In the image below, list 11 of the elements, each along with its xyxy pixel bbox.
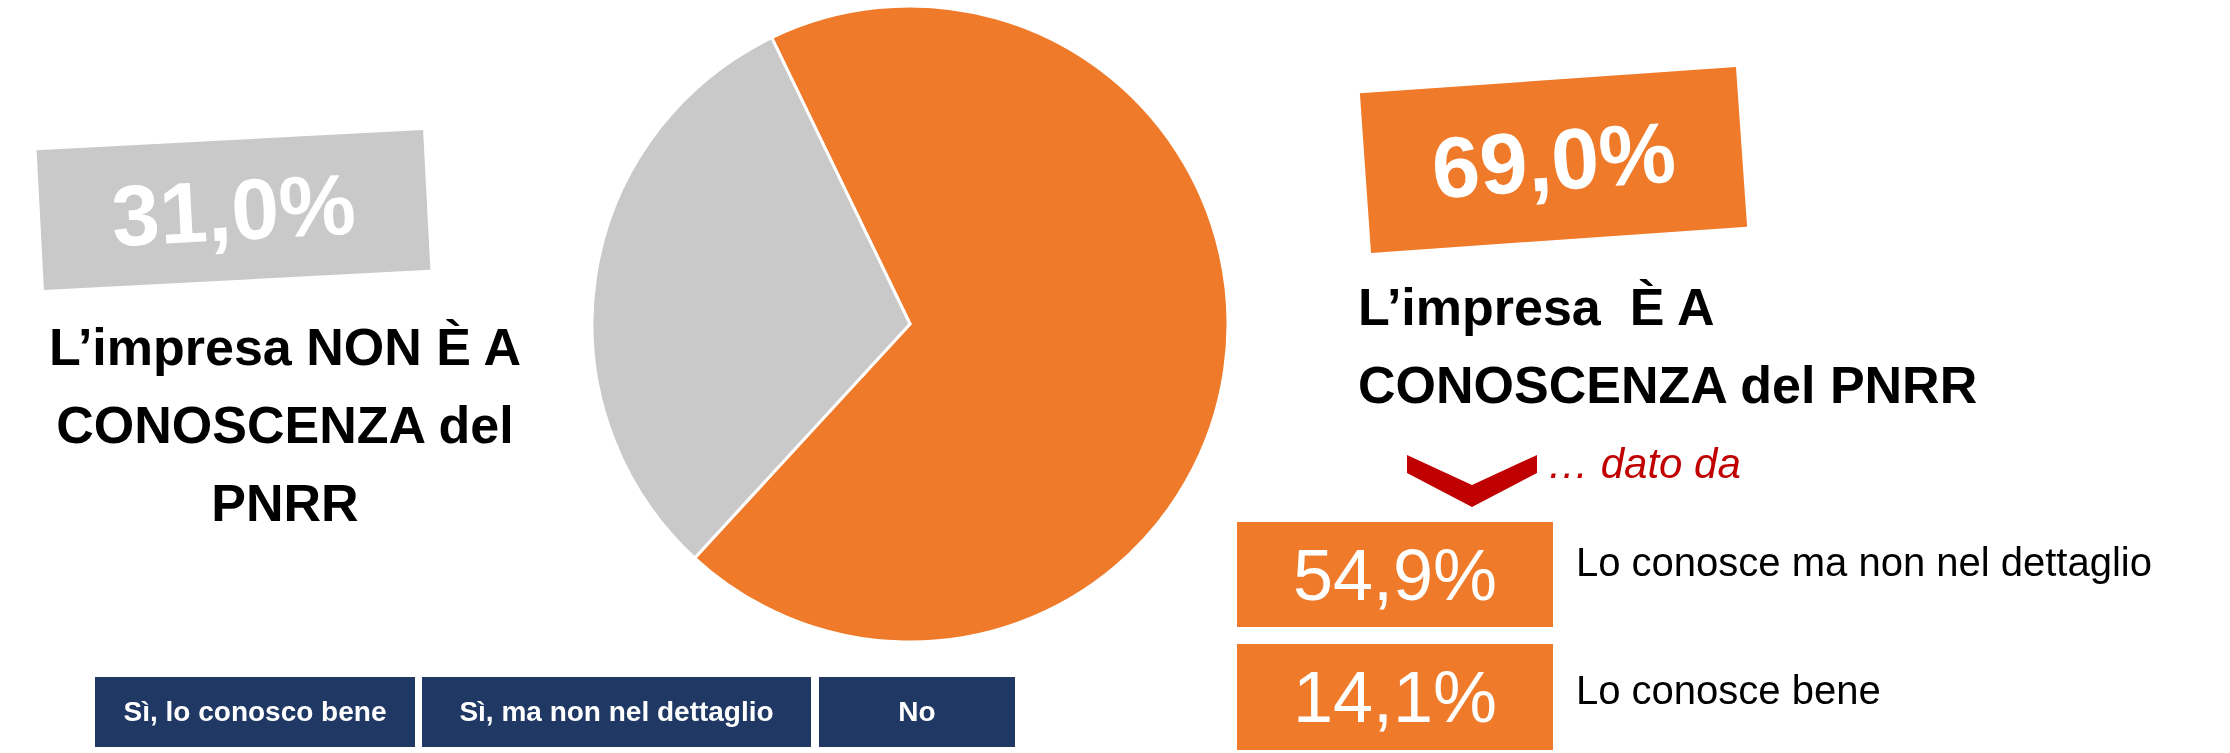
- text: No: [819, 677, 1015, 747]
- text: 14,1%: [1237, 644, 1553, 750]
- text: … dato da: [1547, 440, 1741, 488]
- text: Sì, lo conosco bene: [95, 677, 415, 747]
- slice-label: L’impresa NON È A CONOSCENZA del PNRR: [48, 317, 522, 534]
- text: Lo conosce bene: [1576, 668, 1881, 713]
- data-label: 69,0%: [1359, 67, 1748, 253]
- text: 54,9%: [1237, 522, 1553, 627]
- text: Sì, ma non nel dettaglio: [422, 677, 811, 747]
- text: Lo conosce ma non nel dettaglio: [1576, 540, 2152, 585]
- slice-label: L’impresa È A CONOSCENZA del PNRR: [1358, 277, 1978, 416]
